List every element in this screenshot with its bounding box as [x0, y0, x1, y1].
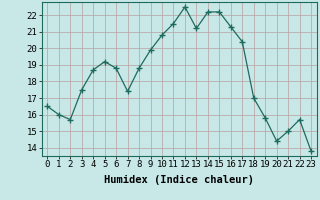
X-axis label: Humidex (Indice chaleur): Humidex (Indice chaleur) — [104, 175, 254, 185]
